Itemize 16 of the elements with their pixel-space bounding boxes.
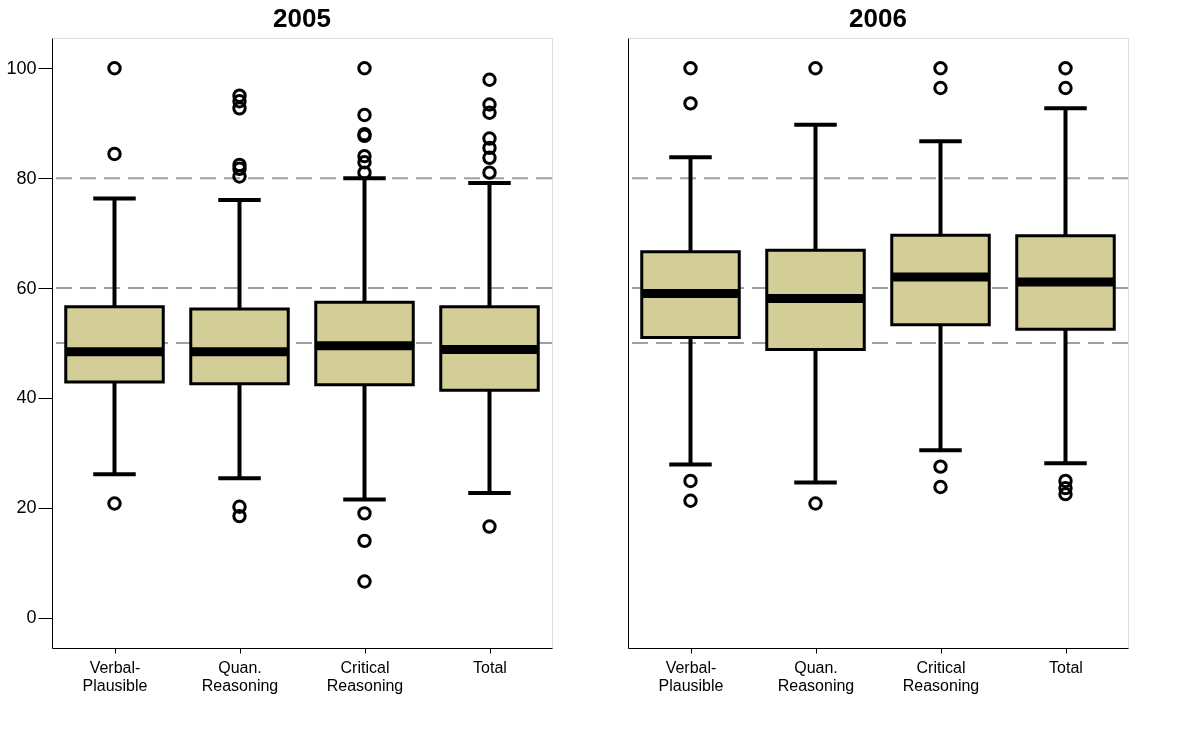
y-tick-label: 0 [26, 607, 37, 628]
y-tick-label: 80 [16, 167, 37, 188]
x-tick-label: Verbal- Plausible [82, 658, 148, 694]
x-tick-label: Quan. Reasoning [201, 658, 279, 694]
x-tick-label: Critical Reasoning [326, 658, 404, 694]
chart-title: 2005 [273, 3, 331, 33]
y-tick-label: 20 [16, 497, 37, 518]
x-tick-label: Total [473, 658, 507, 676]
y-tick-label: 40 [16, 387, 37, 408]
y-tick-label: 60 [16, 277, 37, 298]
x-tick-label: Quan. Reasoning [777, 658, 855, 694]
x-tick-label: Total [1049, 658, 1083, 676]
chart-title: 2006 [849, 3, 907, 33]
x-tick-label: Critical Reasoning [902, 658, 980, 694]
y-tick-label: 100 [6, 57, 37, 78]
x-tick-label: Verbal- Plausible [658, 658, 724, 694]
